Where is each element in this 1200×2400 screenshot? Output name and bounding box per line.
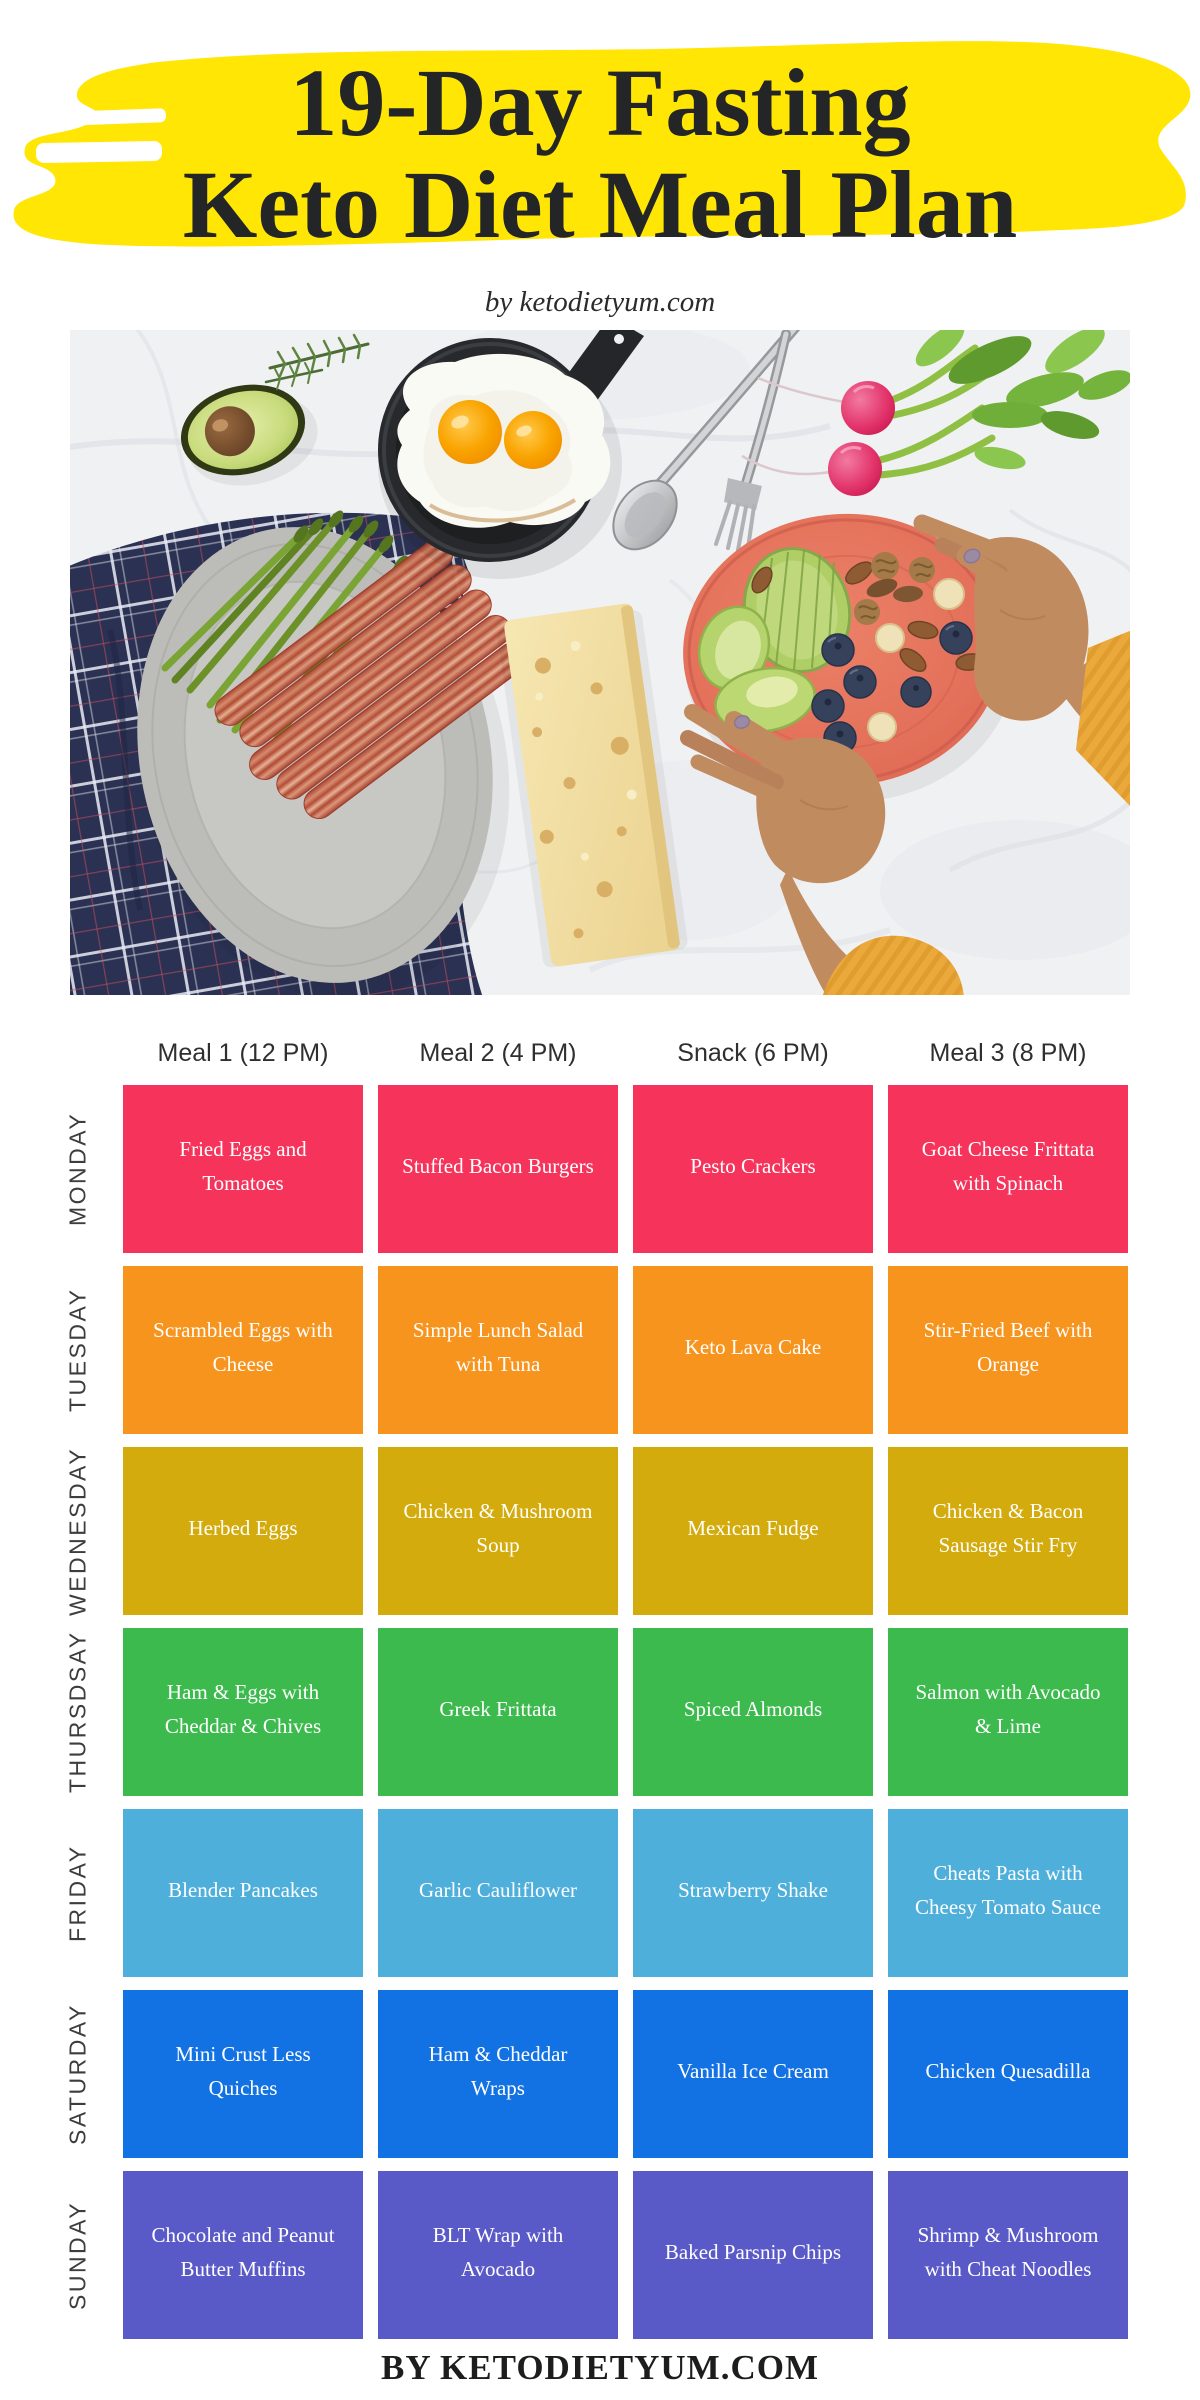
meal-plan-table: Meal 1 (12 PM) Meal 2 (4 PM) Snack (6 PM… xyxy=(48,1028,1128,2339)
top-hand-sleeve xyxy=(1076,630,1130,806)
meal-cell: Fried Eggs and Tomatoes xyxy=(123,1085,363,1253)
meal-cell: Mini Crust Less Quiches xyxy=(123,1990,363,2158)
table-corner-spacer xyxy=(48,1028,108,1072)
meal-cell: Blender Pancakes xyxy=(123,1809,363,1977)
day-label-wednesday: WEDNESDAY xyxy=(64,1446,91,1616)
meal-cell: Vanilla Ice Cream xyxy=(633,1990,873,2158)
page-title: 19-Day Fasting Keto Diet Meal Plan xyxy=(0,52,1200,256)
meal-cell: BLT Wrap with Avocado xyxy=(378,2171,618,2339)
meal-cell: Shrimp & Mushroom with Cheat Noodles xyxy=(888,2171,1128,2339)
byline: by ketodietyum.com xyxy=(484,286,716,318)
day-label-monday: MONDAY xyxy=(64,1111,91,1227)
brush-stroke xyxy=(13,41,1191,247)
avocado-slices xyxy=(697,547,852,733)
meal-cell: Herbed Eggs xyxy=(123,1447,363,1615)
meal-cell: Garlic Cauliflower xyxy=(378,1809,618,1977)
macadamia-nuts xyxy=(867,578,965,742)
day-label-tuesday: TUESDAY xyxy=(64,1287,91,1413)
food-photo-illustration xyxy=(70,330,1130,995)
blueberries xyxy=(811,621,973,755)
fork xyxy=(714,330,791,552)
meal-cell: Spiced Almonds xyxy=(633,1628,873,1796)
meal-cell: Keto Lava Cake xyxy=(633,1266,873,1434)
avocado-half xyxy=(180,384,318,486)
column-header-meal1: Meal 1 (12 PM) xyxy=(157,1039,329,1067)
meal-cell: Ham & Eggs with Cheddar & Chives xyxy=(123,1628,363,1796)
day-label-thursday: THURSDSAY xyxy=(64,1630,91,1794)
meal-cell: Cheats Pasta with Cheesy Tomato Sauce xyxy=(888,1809,1128,1977)
meal-cell: Baked Parsnip Chips xyxy=(633,2171,873,2339)
meal-cell: Pesto Crackers xyxy=(633,1085,873,1253)
column-header-snack: Snack (6 PM) xyxy=(677,1039,829,1067)
skillet-fried-eggs xyxy=(378,330,644,579)
column-header-meal3: Meal 3 (8 PM) xyxy=(929,1039,1087,1067)
meal-cell: Chocolate and Peanut Butter Muffins xyxy=(123,2171,363,2339)
column-header-meal2: Meal 2 (4 PM) xyxy=(419,1039,577,1067)
meal-cell: Simple Lunch Salad with Tuna xyxy=(378,1266,618,1434)
day-label-sunday: SUNDAY xyxy=(64,2200,91,2310)
meal-cell: Stir-Fried Beef with Orange xyxy=(888,1266,1128,1434)
day-label-saturday: SATURDAY xyxy=(64,2003,91,2145)
radish-greens xyxy=(915,330,1130,470)
hero-photo xyxy=(70,330,1130,995)
meal-cell: Chicken Quesadilla xyxy=(888,1990,1128,2158)
meal-cell: Mexican Fudge xyxy=(633,1447,873,1615)
radishes xyxy=(741,330,1130,496)
mixed-nuts xyxy=(751,552,985,742)
meal-cell: Chicken & Bacon Sausage Stir Fry xyxy=(888,1447,1128,1615)
meal-cell: Scrambled Eggs with Cheese xyxy=(123,1266,363,1434)
meal-cell: Stuffed Bacon Burgers xyxy=(378,1085,618,1253)
title-line-2: Keto Diet Meal Plan xyxy=(182,150,1018,258)
bottom-hand-sleeve xyxy=(823,935,964,995)
meal-cell: Ham & Cheddar Wraps xyxy=(378,1990,618,2158)
meal-cell: Strawberry Shake xyxy=(633,1809,873,1977)
rosemary-sprig xyxy=(264,333,370,390)
meal-cell: Chicken & Mushroom Soup xyxy=(378,1447,618,1615)
day-label-friday: FRIDAY xyxy=(64,1844,91,1942)
title-line-1: 19-Day Fasting xyxy=(289,49,911,156)
meal-cell: Salmon with Avocado & Lime xyxy=(888,1628,1128,1796)
footer-credit: BY KETODIETYUM.COM xyxy=(380,2348,820,2387)
bacon-strips xyxy=(214,538,528,820)
meal-cell: Goat Cheese Frittata with Spinach xyxy=(888,1085,1128,1253)
bottom-hand xyxy=(680,704,940,995)
swiss-cheese-block xyxy=(497,603,688,968)
meal-cell: Greek Frittata xyxy=(378,1628,618,1796)
